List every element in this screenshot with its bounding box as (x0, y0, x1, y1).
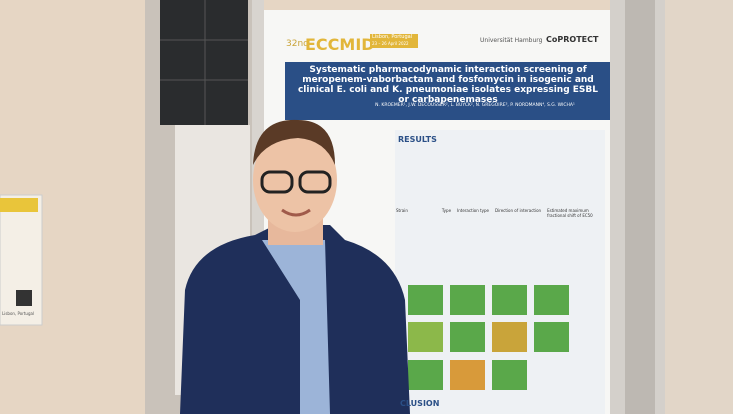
table-header-cell: Direction of interaction (494, 208, 542, 213)
table-header-cell: Interaction type (457, 208, 489, 213)
university: Universität Hamburg (480, 37, 543, 44)
poster-title: Systematic pharmacodynamic interaction s… (297, 65, 599, 105)
section-heading: RESULTS (398, 135, 437, 144)
congress: ECCMID (305, 35, 375, 54)
section-heading: CLUSION (400, 399, 440, 408)
table-header: Strain Type Interaction type Direction o… (396, 208, 597, 218)
project: CoPROTECT (546, 35, 599, 44)
location: Lisbon, Portugal (372, 34, 413, 40)
edition: 32nd (286, 39, 309, 49)
table-header-cell: Strain (396, 208, 408, 213)
side-location: Lisbon, Portugal (2, 311, 35, 316)
dates: 23 – 26 April 2022 (372, 41, 409, 46)
authors: N. KROEMER¹, J.W. DECOUSSER², L. BUYCK²,… (375, 103, 575, 108)
table-header-cell: Type (441, 208, 452, 213)
table-header-cell: Estimated maximum fractional shift of EC… (547, 208, 593, 218)
